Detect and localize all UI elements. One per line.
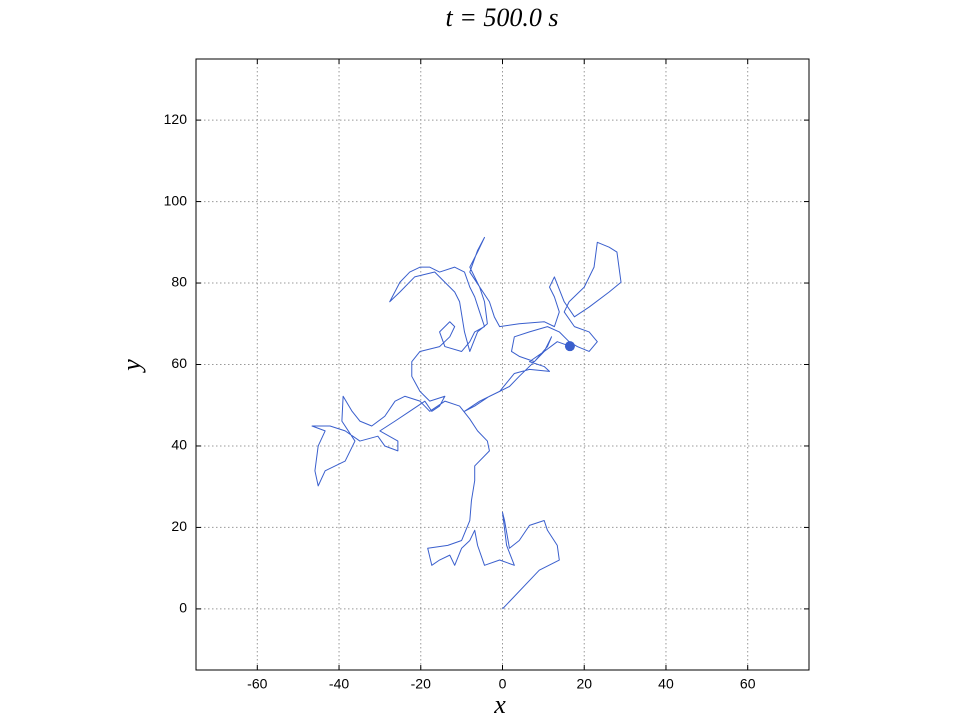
chart-title: t = 500.0 s <box>446 3 559 32</box>
y-tick-label: 80 <box>171 274 187 290</box>
y-tick-label: 0 <box>179 600 187 616</box>
y-tick-label: 40 <box>171 437 187 453</box>
x-tick-label: 60 <box>740 676 756 692</box>
x-tick-label: -40 <box>329 676 349 692</box>
y-tick-label: 60 <box>171 355 187 371</box>
y-tick-label: 120 <box>164 111 188 127</box>
y-tick-label: 20 <box>171 518 187 534</box>
x-tick-label: -20 <box>411 676 431 692</box>
x-tick-label: -60 <box>247 676 267 692</box>
x-tick-label: 0 <box>499 676 507 692</box>
y-axis-label: y <box>117 359 146 374</box>
x-axis-label: x <box>493 690 506 719</box>
x-tick-label: 20 <box>576 676 592 692</box>
x-tick-label: 40 <box>658 676 674 692</box>
y-tick-label: 100 <box>164 192 188 208</box>
end-marker <box>564 341 575 352</box>
